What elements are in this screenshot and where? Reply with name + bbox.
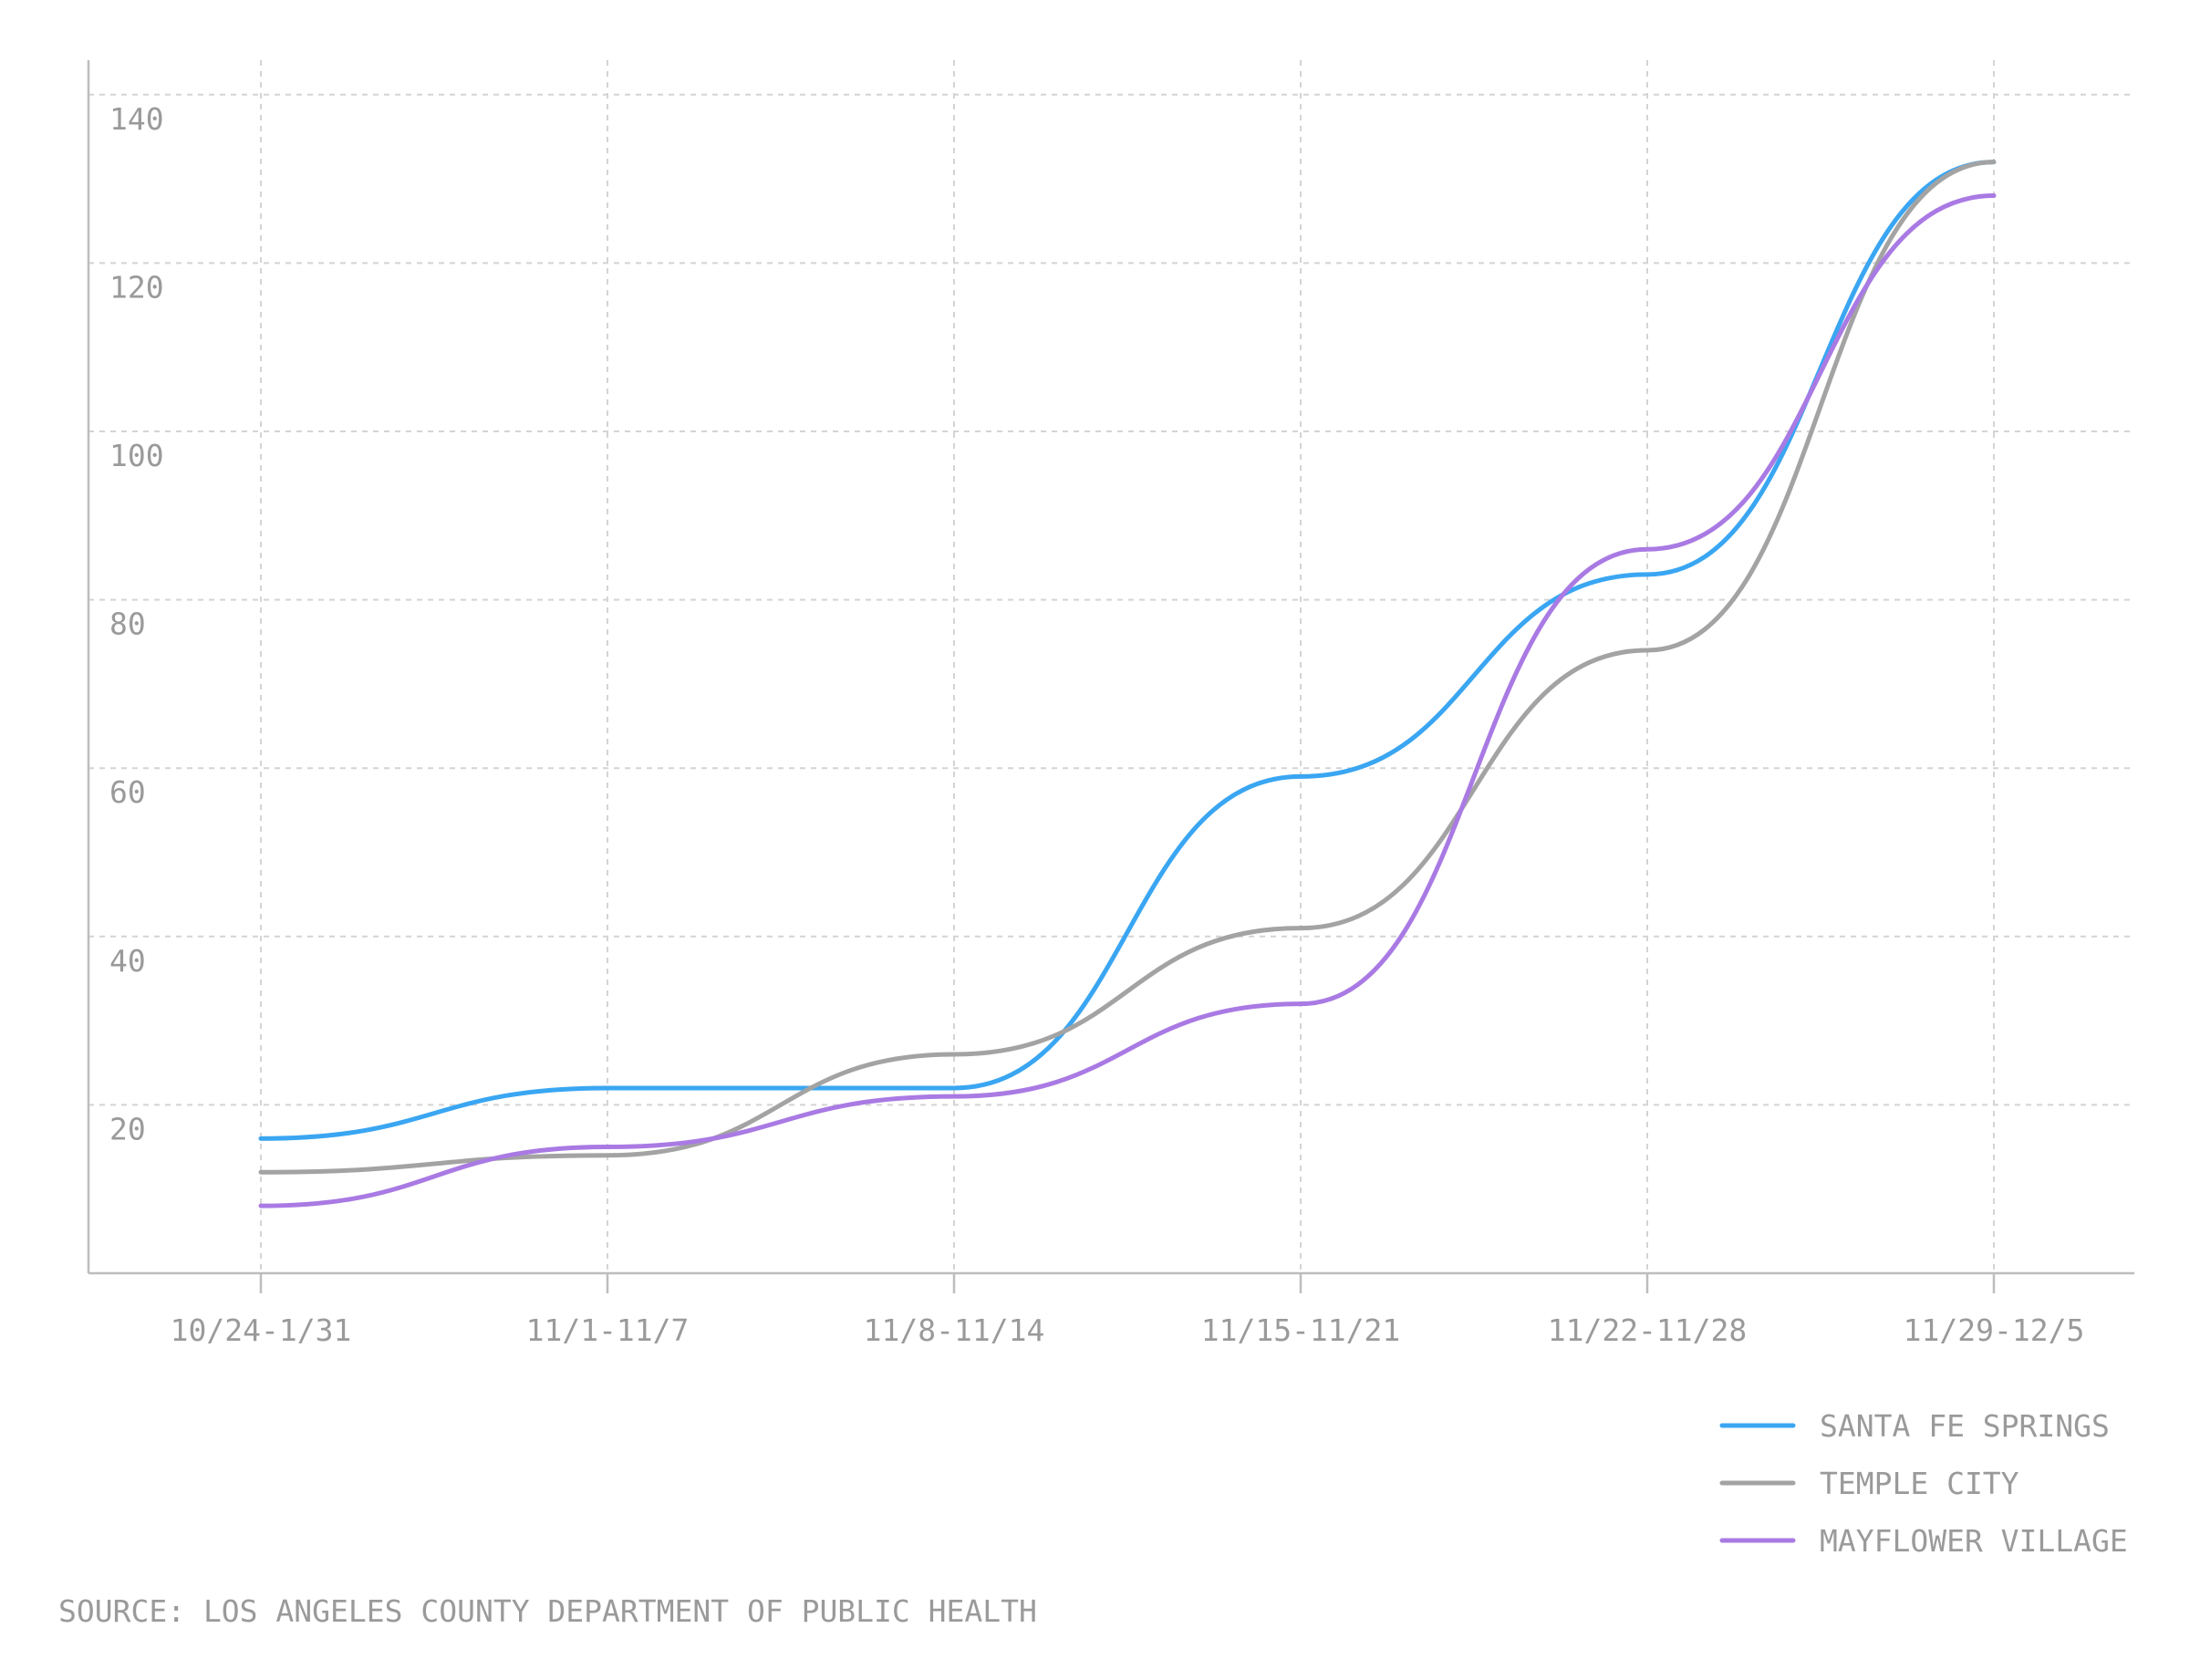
x-tick-label: 11/8-11/14 [864, 1312, 1045, 1348]
y-tick-label: 100 [109, 438, 164, 473]
x-tick-label: 11/1-11/7 [526, 1312, 690, 1348]
x-tick-label: 10/24-1/31 [171, 1312, 352, 1348]
source-note: SOURCE: LOS ANGELES COUNTY DEPARTMENT OF… [58, 1593, 1037, 1629]
y-tick-label: 20 [109, 1111, 146, 1146]
y-tick-label: 120 [109, 269, 164, 305]
y-tick-label: 80 [109, 607, 146, 642]
y-tick-label: 140 [109, 101, 164, 137]
y-tick-label: 40 [109, 943, 146, 979]
grid-lines [88, 60, 2134, 1273]
axes [87, 60, 2134, 1275]
x-tick-labels: 10/24-1/31 11/1-11/7 11/8-11/14 11/15-11/21… [171, 1273, 2085, 1348]
legend-label: SANTA FE SPRINGS [1820, 1408, 2110, 1444]
y-tick-label: 60 [109, 774, 146, 810]
legend-label: TEMPLE CITY [1820, 1466, 2019, 1501]
legend-label: MAYFLOWER VILLAGE [1820, 1523, 2128, 1559]
x-tick-label: 11/15-11/21 [1201, 1312, 1401, 1348]
series-lines [258, 160, 1997, 1208]
series-line-temple-city [258, 160, 1997, 1175]
x-tick-label: 11/22-11/28 [1548, 1312, 1748, 1348]
series-line-santa-fe-springs [258, 160, 1997, 1141]
x-tick-label: 11/29-12/5 [1904, 1312, 2085, 1348]
y-tick-labels: 20 40 60 80 100 120 140 [109, 101, 164, 1147]
legend: SANTA FE SPRINGS TEMPLE CITY MAYFLOWER VIL… [1719, 1408, 2128, 1559]
series-line-mayflower-village [258, 193, 1997, 1208]
